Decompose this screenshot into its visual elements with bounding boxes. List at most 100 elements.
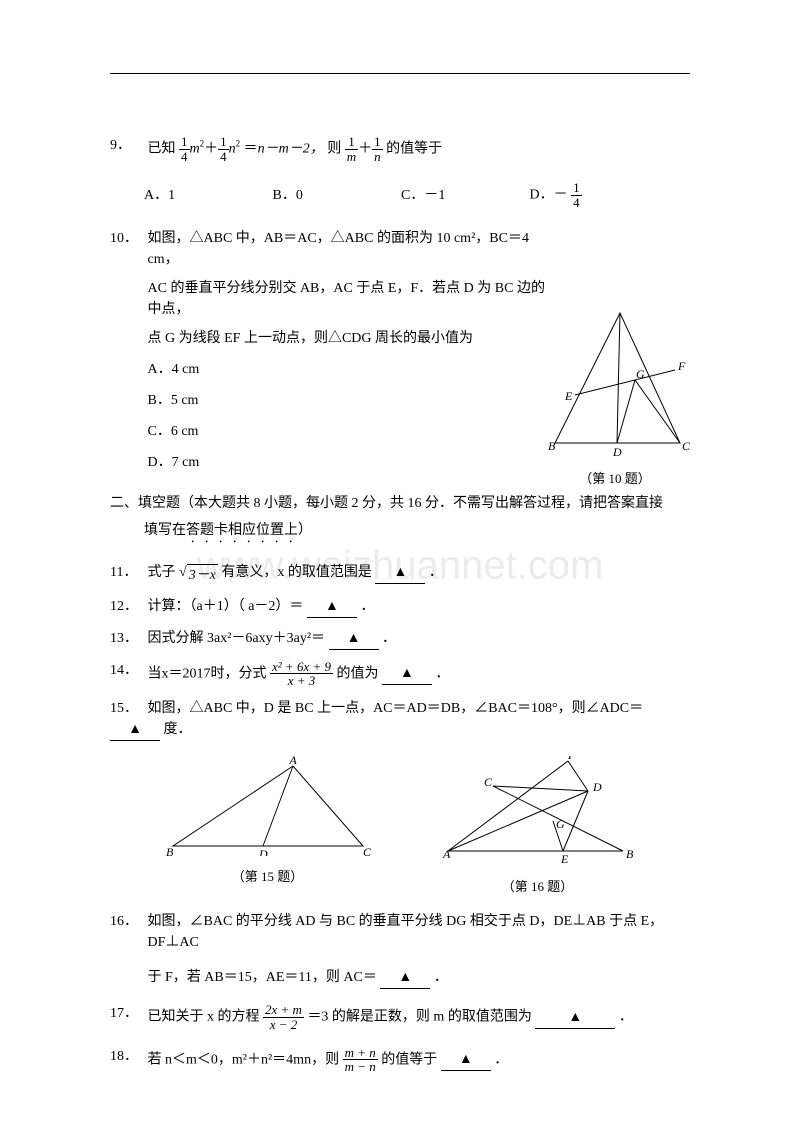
q13-text: 因式分解 3ax²－6axy＋3ay²＝ [148, 631, 326, 646]
q9-n: n [229, 141, 236, 156]
question-16: 16． 如图，∠BAC 的平分线 AD 与 BC 的垂直平分线 DG 相交于点 … [110, 911, 690, 989]
q9-m: m [190, 141, 200, 156]
figure-row: A B C D （第 15 题） A B [110, 756, 690, 897]
label-D: D [612, 445, 622, 458]
label-C: C [682, 439, 690, 453]
q11-blank: ▲ [375, 562, 425, 584]
optD-prefix: D．－ [530, 188, 568, 203]
q9-frac-1: 1 4 [179, 135, 190, 163]
label-B: B [626, 847, 634, 861]
frac-num: 1 [218, 135, 229, 150]
frac-num: x² + 6x + 9 [270, 660, 333, 675]
q13-end: ． [382, 631, 396, 646]
q16-line1: 如图，∠BAC 的平分线 AD 与 BC 的垂直平分线 DG 相交于点 D，DE… [148, 911, 688, 953]
label-F: F [567, 756, 576, 762]
q18-end: ． [494, 1052, 508, 1067]
frac-den: n [372, 150, 383, 164]
label-B: B [166, 845, 174, 856]
sup-2: 2 [200, 139, 205, 149]
q14-blank: ▲ [382, 663, 432, 685]
q9-options: A．1 B．0 C．－1 D．－ 1 4 [144, 181, 690, 209]
q12-text: 计算：（a＋1）（ a－2）＝ [148, 599, 304, 614]
question-18: 18． 若 n＜m＜0，m²＋n²＝4mn，则 m + n m − n 的值等于… [110, 1046, 690, 1074]
label-E: E [564, 389, 573, 403]
frac-den: x − 2 [263, 1018, 304, 1032]
q17-blank: ▲ [535, 1007, 615, 1029]
q15-text: 如图，△ABC 中，D 是 BC 上一点，AC＝AD＝DB，∠BAC＝108°，… [148, 701, 644, 716]
q18-post: 的值等于 [381, 1052, 437, 1067]
q9-frac-4: 1 n [372, 135, 383, 163]
frac-num: m + n [343, 1046, 378, 1061]
page: www.weizhuannet.com 9． 已知 1 4 m2＋ 1 4 n2… [0, 0, 800, 1132]
q16-number: 16． [110, 911, 144, 932]
label-B: B [548, 439, 556, 453]
q14-end: ． [435, 666, 449, 681]
q11-end: ． [429, 565, 443, 580]
q9-frac-2: 1 4 [218, 135, 229, 163]
sqrt-body: 3－x [187, 564, 218, 586]
q9-text-prefix: 已知 [148, 141, 176, 156]
frac-den: m − n [343, 1060, 378, 1074]
figure-16-svg: A B C D E F G [438, 756, 638, 866]
q9-then: 则 [327, 141, 341, 156]
q9-optB: B．0 [273, 185, 398, 206]
question-9: 9． 已知 1 4 m2＋ 1 4 n2 ＝n－m－2， 则 1 m ＋ 1 n [110, 135, 690, 210]
q9-eq: ＝ [244, 141, 258, 156]
frac-den: m [345, 150, 358, 164]
sup-2: 2 [236, 139, 241, 149]
q12-number: 12． [110, 596, 144, 617]
q18-blank: ▲ [441, 1049, 491, 1071]
q9-stem: 已知 1 4 m2＋ 1 4 n2 ＝n－m－2， 则 1 m ＋ 1 n 的值… [148, 135, 688, 163]
figure-16-caption: （第 16 题） [438, 877, 638, 897]
figure-15-svg: A B C D [163, 756, 373, 856]
q17-number: 17． [110, 1003, 144, 1024]
q17-end: ． [619, 1010, 633, 1025]
q10-optC: C．6 cm [148, 421, 548, 442]
q16-line2: 于 F，若 AB＝15，AE＝11，则 AC＝ ▲ ． [148, 967, 688, 989]
q10-optB: B．5 cm [148, 390, 548, 411]
q16-line2-pre: 于 F，若 AB＝15，AE＝11，则 AC＝ [148, 970, 377, 985]
q18-pre: 若 n＜m＜0，m²＋n²＝4mn，则 [148, 1052, 340, 1067]
frac-den: 4 [218, 150, 229, 164]
rhs: n－m－2， [258, 141, 324, 156]
frac-num: 1 [345, 135, 358, 150]
q15-blank: ▲ [110, 719, 160, 741]
q9-frac-3: 1 m [345, 135, 358, 163]
q9-optC: C．－1 [401, 185, 526, 206]
frac-den: 4 [179, 150, 190, 164]
frac-num: 1 [179, 135, 190, 150]
q16-body: 如图，∠BAC 的平分线 AD 与 BC 的垂直平分线 DG 相交于点 D，DE… [148, 911, 688, 989]
q15-number: 15． [110, 698, 144, 719]
q18-number: 18． [110, 1046, 144, 1067]
q16-end: ． [434, 970, 448, 985]
figure-10-svg: A B C D E F G [540, 308, 690, 458]
frac-den: x + 3 [270, 674, 333, 688]
header-rule [110, 73, 690, 74]
section-2-line2: 填写在答题卡相应位置上） [110, 520, 690, 546]
q10-optA: A．4 cm [148, 359, 548, 380]
q9-optA: A．1 [144, 185, 269, 206]
q15-end: 度． [164, 722, 192, 737]
q9-number: 9． [110, 135, 144, 156]
label-G: G [636, 367, 645, 381]
q10-stem: 如图，△ABC 中，AB＝AC，△ABC 的面积为 10 cm²，BC＝4 cm… [148, 228, 548, 473]
question-17: 17． 已知关于 x 的方程 2x + m x − 2 ＝3 的解是正数，则 m… [110, 1003, 690, 1031]
frac-num: 1 [372, 135, 383, 150]
question-15: 15． 如图，△ABC 中，D 是 BC 上一点，AC＝AD＝DB，∠BAC＝1… [110, 698, 690, 741]
q11-sqrt: √3－x [179, 562, 218, 586]
figure-16: A B C D E F G （第 16 题） [438, 756, 638, 897]
q14-frac: x² + 6x + 9 x + 3 [270, 660, 333, 688]
frac-num: 1 [571, 181, 582, 196]
label-A: A [442, 847, 451, 861]
question-11: 11． 式子 √3－x 有意义，x 的取值范围是 ▲ ． [110, 562, 690, 586]
q9-optD: D．－ 1 4 [530, 181, 655, 209]
q16-blank: ▲ [380, 967, 430, 989]
q12-blank: ▲ [307, 596, 357, 618]
label-D: D [592, 780, 602, 794]
q13-blank: ▲ [329, 628, 379, 650]
q12-end: ． [360, 599, 374, 614]
q10-number: 10． [110, 228, 144, 249]
section-2-header: 二、填空题（本大题共 8 小题，每小题 2 分，共 16 分．不需写出解答过程，… [110, 493, 690, 546]
question-14: 14． 当x＝2017时，分式 x² + 6x + 9 x + 3 的值为 ▲ … [110, 660, 690, 688]
q14-pre: 当x＝2017时，分式 [148, 666, 267, 681]
